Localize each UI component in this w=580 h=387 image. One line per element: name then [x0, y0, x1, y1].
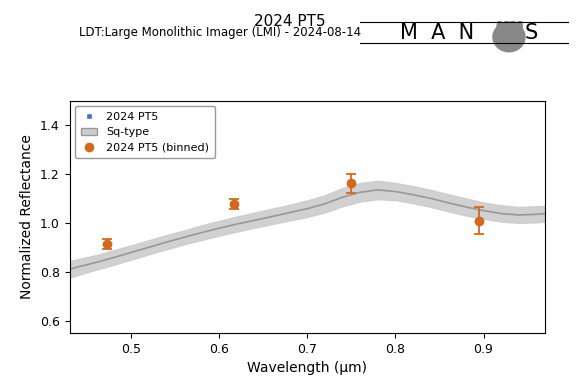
Text: LDT:Large Monolithic Imager (LMI) - 2024-08-14: LDT:Large Monolithic Imager (LMI) - 2024… [79, 26, 361, 39]
Point [474, 218, 484, 224]
Ellipse shape [511, 21, 516, 32]
Ellipse shape [497, 21, 502, 32]
Point [103, 241, 112, 247]
Text: 2024 PT5: 2024 PT5 [254, 14, 326, 29]
Text: S: S [525, 23, 538, 43]
Legend: 2024 PT5, Sq-type, 2024 PT5 (binned): 2024 PT5, Sq-type, 2024 PT5 (binned) [75, 106, 215, 158]
X-axis label: Wavelength (μm): Wavelength (μm) [248, 361, 367, 375]
Text: M  A  N: M A N [400, 23, 474, 43]
Ellipse shape [504, 21, 509, 32]
Ellipse shape [493, 22, 525, 52]
Point [346, 180, 355, 186]
Y-axis label: Normalized Reflectance: Normalized Reflectance [20, 134, 34, 299]
Ellipse shape [517, 21, 522, 32]
Point [230, 201, 239, 207]
